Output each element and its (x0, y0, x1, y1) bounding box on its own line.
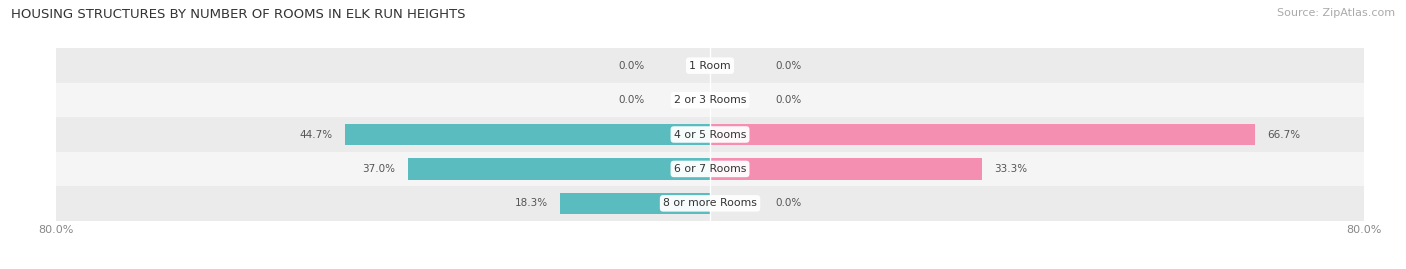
Text: 37.0%: 37.0% (363, 164, 395, 174)
Text: 0.0%: 0.0% (619, 95, 644, 105)
Text: 18.3%: 18.3% (515, 198, 548, 208)
Text: 8 or more Rooms: 8 or more Rooms (664, 198, 756, 208)
Text: HOUSING STRUCTURES BY NUMBER OF ROOMS IN ELK RUN HEIGHTS: HOUSING STRUCTURES BY NUMBER OF ROOMS IN… (11, 8, 465, 21)
Text: 44.7%: 44.7% (299, 129, 332, 140)
Text: 33.3%: 33.3% (994, 164, 1028, 174)
Bar (561, 193, 710, 214)
Text: 4 or 5 Rooms: 4 or 5 Rooms (673, 129, 747, 140)
Text: 66.7%: 66.7% (1267, 129, 1301, 140)
Bar (56, 186, 1364, 221)
Text: 1 Room: 1 Room (689, 61, 731, 71)
Bar (710, 124, 1256, 145)
Bar (56, 117, 1364, 152)
Text: 0.0%: 0.0% (776, 95, 801, 105)
Bar (56, 48, 1364, 83)
Bar (56, 83, 1364, 117)
Text: 6 or 7 Rooms: 6 or 7 Rooms (673, 164, 747, 174)
Text: 0.0%: 0.0% (776, 61, 801, 71)
Text: 2 or 3 Rooms: 2 or 3 Rooms (673, 95, 747, 105)
Bar (344, 124, 710, 145)
Text: 0.0%: 0.0% (619, 61, 644, 71)
Bar (56, 152, 1364, 186)
Bar (408, 158, 710, 180)
Text: Source: ZipAtlas.com: Source: ZipAtlas.com (1277, 8, 1395, 18)
Text: 0.0%: 0.0% (776, 198, 801, 208)
Bar (710, 158, 983, 180)
